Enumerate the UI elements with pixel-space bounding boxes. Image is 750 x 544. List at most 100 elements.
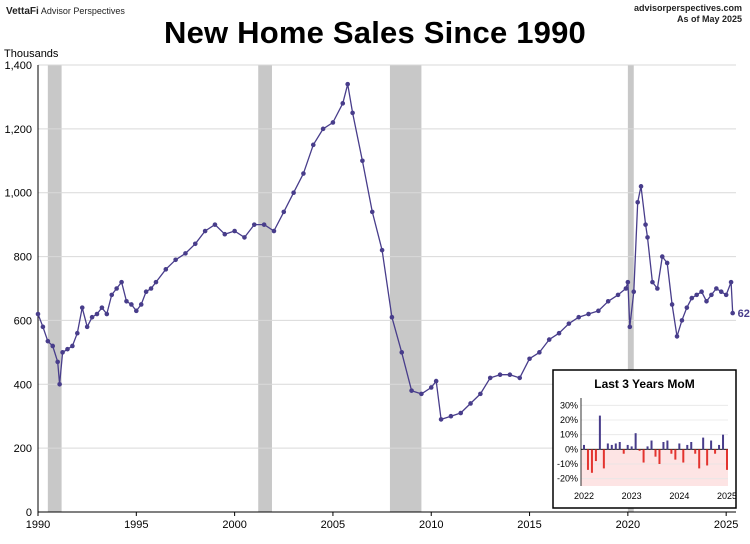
data-point xyxy=(507,372,513,378)
data-point xyxy=(723,292,729,298)
brand-name: VettaFi xyxy=(6,6,39,17)
data-point xyxy=(674,334,680,339)
data-point xyxy=(438,417,444,422)
inset-bar xyxy=(658,449,661,464)
x-tick-label: 1990 xyxy=(26,519,50,531)
data-point xyxy=(478,391,483,397)
data-point xyxy=(566,321,572,326)
brand-logo: VettaFi Advisor Perspectives xyxy=(6,6,125,17)
data-point xyxy=(615,292,621,298)
y-tick-label: 0 xyxy=(26,507,32,519)
data-point xyxy=(153,279,159,285)
data-point xyxy=(679,318,685,323)
inset-bar xyxy=(718,444,721,450)
inset-y-tick-label: 20% xyxy=(560,415,578,425)
data-point xyxy=(556,330,562,336)
y-tick-label: 200 xyxy=(14,443,32,455)
data-point xyxy=(684,305,690,310)
data-point xyxy=(119,279,124,285)
data-point xyxy=(487,375,493,381)
data-point xyxy=(379,247,385,253)
inset-bar xyxy=(654,449,657,457)
x-tick-label: 2005 xyxy=(321,519,345,531)
data-point xyxy=(129,302,134,307)
data-point xyxy=(271,228,277,234)
x-tick-label: 1995 xyxy=(124,519,148,531)
inset-bar xyxy=(594,449,597,462)
data-point xyxy=(586,311,591,317)
data-point xyxy=(251,222,257,227)
data-point xyxy=(70,343,75,349)
data-point xyxy=(138,302,144,307)
inset-bar xyxy=(590,449,593,473)
x-tick-label: 2010 xyxy=(419,519,443,531)
data-point xyxy=(527,356,532,362)
inset-bar xyxy=(662,442,665,450)
data-point xyxy=(625,279,631,285)
inset-bar xyxy=(670,449,673,454)
data-point xyxy=(428,385,434,390)
data-point xyxy=(650,279,655,285)
data-point xyxy=(517,375,523,381)
inset-bar xyxy=(598,415,601,450)
data-point xyxy=(94,311,100,317)
data-point xyxy=(134,308,139,314)
data-point xyxy=(659,254,665,259)
data-point xyxy=(643,222,648,227)
data-point xyxy=(350,110,355,116)
data-point xyxy=(537,350,542,355)
inset-bar xyxy=(714,449,717,454)
last-value-label: 623 xyxy=(738,308,750,320)
data-point xyxy=(419,391,424,397)
y-tick-label: 600 xyxy=(14,315,32,327)
data-point xyxy=(212,222,218,227)
inset-bar xyxy=(694,449,697,454)
inset-y-tick-label: -10% xyxy=(557,459,578,469)
data-point xyxy=(596,308,601,314)
brand-sub: Advisor Perspectives xyxy=(40,6,125,16)
inset-bar xyxy=(586,449,589,470)
data-point xyxy=(576,314,582,320)
y-tick-label: 1,000 xyxy=(4,188,32,200)
inset-bar xyxy=(622,449,625,454)
chart-title: New Home Sales Since 1990 xyxy=(163,15,586,50)
inset-bar xyxy=(686,444,689,450)
inset-x-tick-label: 2025 xyxy=(717,491,737,501)
inset-bar xyxy=(646,446,649,450)
source-url: advisorperspectives.com xyxy=(633,3,742,13)
data-point xyxy=(148,286,154,291)
inset-bar xyxy=(682,449,685,463)
data-point xyxy=(99,305,105,310)
data-point xyxy=(242,235,247,240)
data-point xyxy=(669,302,675,307)
data-point xyxy=(458,410,464,416)
data-point xyxy=(497,372,503,378)
recession-band xyxy=(627,65,634,512)
inset-bar xyxy=(726,449,728,470)
data-point xyxy=(143,289,149,294)
y-tick-label: 1,200 xyxy=(4,124,32,136)
inset-bar xyxy=(610,444,613,450)
data-point xyxy=(55,359,60,365)
inset-y-tick-label: 0% xyxy=(565,444,578,454)
data-point xyxy=(709,292,714,298)
x-tick-label: 2015 xyxy=(517,519,541,531)
data-point xyxy=(718,289,724,294)
data-point xyxy=(222,231,228,237)
data-point xyxy=(163,267,169,272)
inset-bar xyxy=(678,443,681,450)
data-point xyxy=(124,298,129,304)
data-point xyxy=(623,286,629,291)
inset-bar xyxy=(698,449,701,469)
inset-bar xyxy=(666,440,669,450)
inset-bar xyxy=(674,449,677,460)
inset-bar xyxy=(614,443,617,450)
data-point xyxy=(655,286,660,291)
source-info: advisorperspectives.com As of May 2025 xyxy=(634,3,742,25)
inset-bar xyxy=(602,449,605,469)
data-point xyxy=(409,388,414,393)
data-point xyxy=(714,286,719,291)
data-point xyxy=(369,209,375,215)
data-point xyxy=(45,338,51,344)
